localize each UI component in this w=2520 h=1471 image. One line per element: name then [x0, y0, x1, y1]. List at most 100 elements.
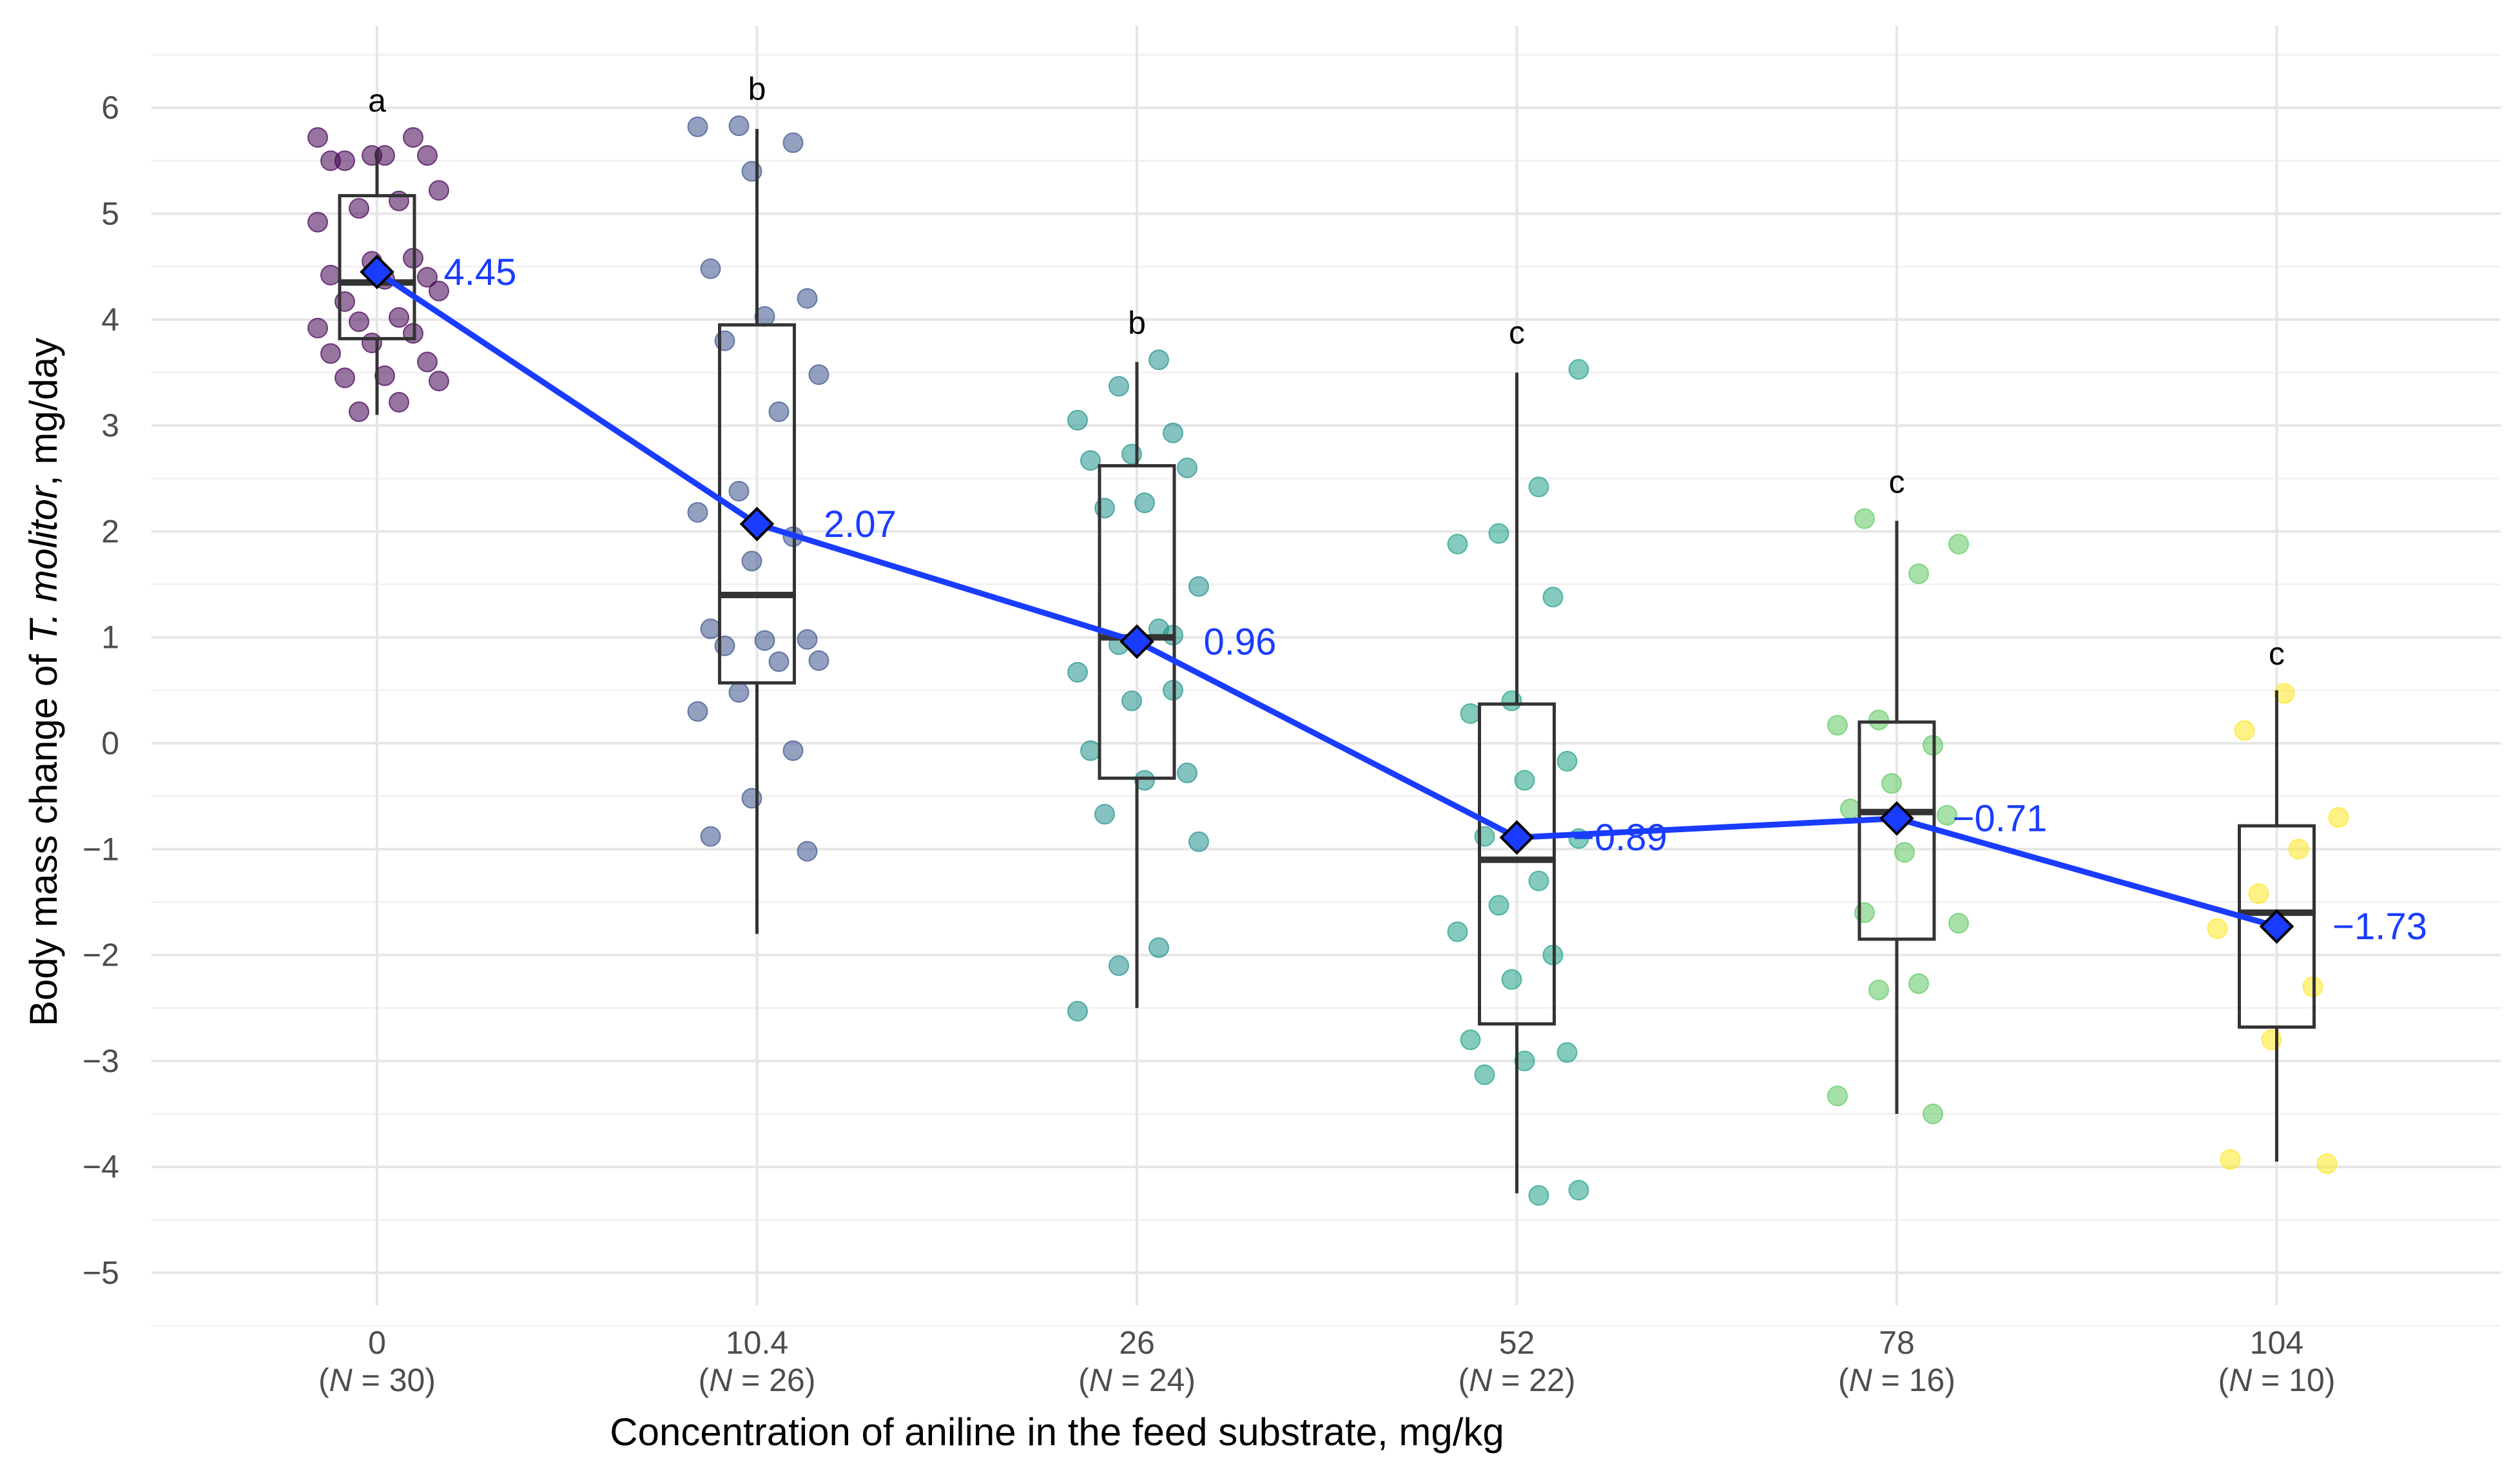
data-point: [1528, 1185, 1549, 1206]
mean-value-label: −0.89: [1573, 817, 1667, 859]
mean-value-label: 4.45: [444, 251, 517, 293]
points-layer: [307, 115, 2349, 1206]
significance-letter: c: [2269, 636, 2285, 672]
x-tick-label: 52: [1499, 1325, 1535, 1361]
data-point: [1134, 492, 1155, 514]
x-tick-label: 26: [1119, 1325, 1155, 1361]
data-point: [334, 150, 355, 171]
data-point: [782, 132, 804, 153]
data-point: [1514, 1050, 1535, 1071]
x-tick-label: 104: [2250, 1325, 2303, 1361]
data-point: [808, 364, 829, 385]
y-tick-label: 6: [101, 90, 119, 126]
data-point: [417, 351, 438, 373]
x-tick-label: 10.4: [726, 1325, 788, 1361]
data-point: [700, 618, 721, 639]
data-point: [1868, 709, 1889, 730]
data-point: [754, 630, 775, 651]
sample-size-label: (N = 10): [2218, 1362, 2335, 1398]
mean-marker: [360, 255, 394, 289]
data-point: [1923, 1104, 1943, 1125]
y-tick-label: −4: [82, 1149, 119, 1185]
axis-layer: Concentration of aniline in the feed sub…: [22, 90, 2336, 1454]
data-point: [389, 307, 409, 328]
data-point: [1163, 422, 1183, 443]
data-point: [768, 651, 790, 672]
y-axis-title-species: T. molitor: [22, 485, 65, 644]
data-point: [797, 287, 818, 309]
y-tick-label: −5: [82, 1255, 119, 1291]
data-point: [1177, 457, 1197, 478]
data-point: [1894, 842, 1915, 863]
data-point: [1460, 703, 1481, 724]
significance-letter: c: [1509, 315, 1525, 351]
data-point: [1447, 534, 1468, 555]
sample-size-label: (N = 24): [1078, 1362, 1196, 1398]
iqr-box: [338, 194, 416, 340]
sample-size-label: (N = 30): [318, 1362, 436, 1398]
data-point: [374, 365, 395, 386]
iqr-box: [2238, 824, 2316, 1029]
mean-value-label: 2.07: [824, 503, 897, 545]
data-point: [1568, 1180, 1589, 1201]
sample-size-label: (N = 26): [698, 1362, 815, 1398]
data-point: [797, 628, 818, 650]
data-point: [1067, 409, 1088, 431]
label-layer: 4.45 a 2.07 b 0.96 b −0.89 c −0.71 c −1.73 c: [368, 71, 2427, 948]
y-tick-label: 1: [101, 619, 119, 656]
mean-marker: [2259, 909, 2294, 944]
data-point: [1109, 376, 1129, 397]
data-point: [2207, 918, 2228, 939]
data-point: [768, 401, 790, 422]
data-point: [1881, 773, 1902, 794]
data-point: [429, 180, 449, 201]
data-point: [2274, 683, 2295, 704]
data-point: [1080, 450, 1101, 471]
y-tick-label: −1: [82, 831, 119, 867]
data-point: [728, 682, 750, 703]
data-point: [320, 343, 341, 364]
data-point: [741, 550, 762, 572]
data-point: [1868, 979, 1889, 1000]
mean-trend-line: [375, 269, 2278, 930]
iqr-box: [1098, 464, 1176, 780]
data-point: [429, 280, 449, 302]
data-point: [1094, 804, 1115, 825]
y-tick-label: 3: [101, 407, 119, 443]
data-point: [1528, 870, 1549, 891]
data-point: [349, 401, 369, 422]
data-point: [1556, 750, 1578, 772]
data-point: [1474, 1064, 1495, 1086]
mean-value-label: −0.71: [1953, 798, 2048, 840]
data-point: [687, 701, 708, 722]
x-tick-label: 0: [368, 1325, 386, 1361]
data-point: [2234, 720, 2255, 741]
data-point: [2288, 839, 2309, 860]
y-tick-label: 4: [101, 302, 119, 338]
iqr-box: [718, 323, 796, 685]
data-point: [1460, 1029, 1481, 1051]
y-axis-title-suffix: , mg/day: [22, 338, 65, 486]
data-point: [2220, 1149, 2241, 1170]
mean-marker: [1119, 624, 1154, 659]
data-point: [1827, 1086, 1848, 1107]
data-point: [700, 826, 721, 847]
y-tick-label: −3: [82, 1043, 119, 1079]
data-point: [1908, 973, 1929, 994]
data-point: [1080, 740, 1101, 761]
data-point: [1542, 587, 1564, 608]
mean-value-label: 0.96: [1204, 621, 1277, 663]
data-point: [808, 650, 829, 671]
grid-layer: [151, 26, 2501, 1327]
data-point: [1188, 576, 1209, 597]
mean-layer: [360, 255, 2294, 944]
data-point: [1908, 563, 1929, 585]
data-point: [349, 198, 369, 219]
data-point: [1488, 895, 1509, 916]
y-tick-label: 0: [101, 725, 119, 761]
data-point: [1528, 476, 1549, 498]
data-point: [2316, 1153, 2338, 1174]
x-tick-label: 78: [1879, 1325, 1915, 1361]
data-point: [374, 145, 395, 166]
